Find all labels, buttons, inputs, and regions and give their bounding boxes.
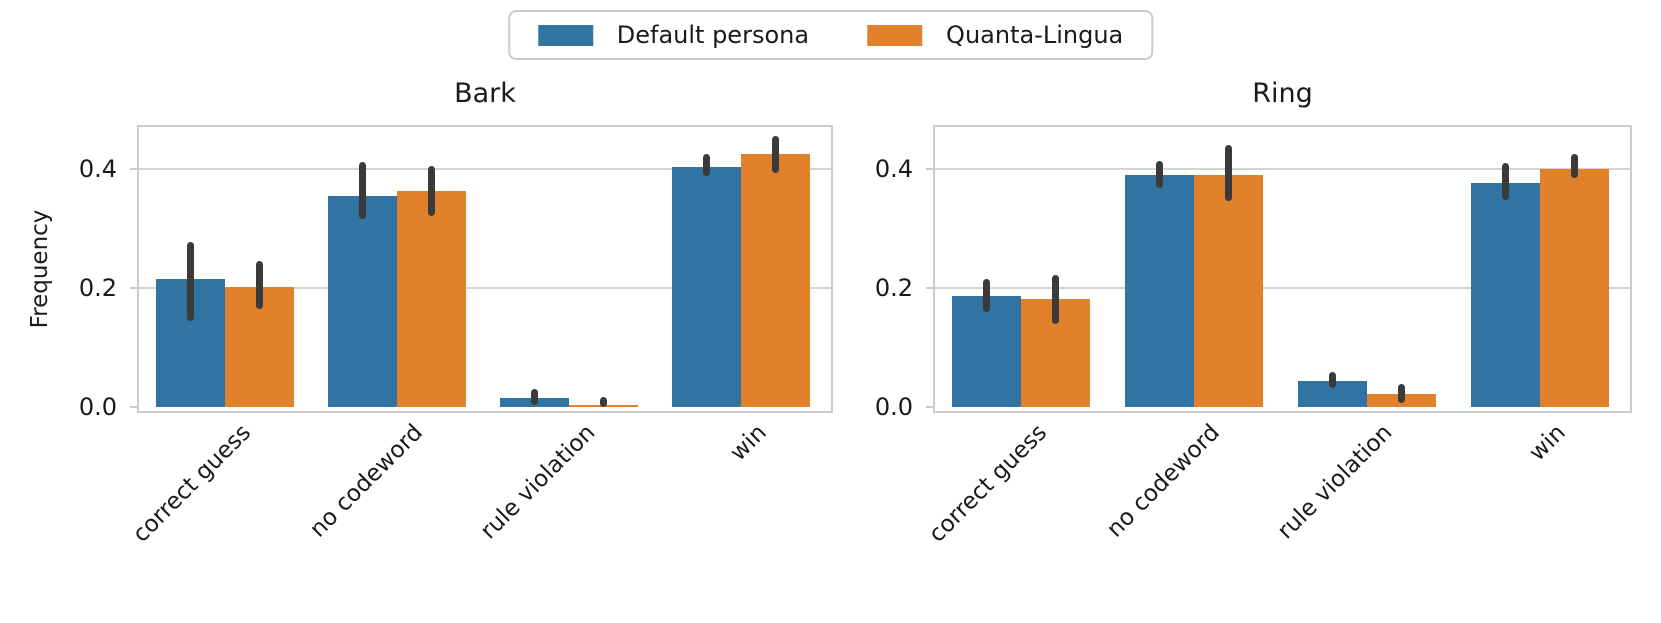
bar-default-persona-no-codeword (1125, 174, 1195, 407)
legend-label-default-persona: Default persona (616, 21, 810, 49)
error-bar (1328, 372, 1336, 388)
x-tick-label: win (725, 419, 772, 467)
x-tick-label: correct guess (127, 419, 256, 548)
x-tick-label: win (1524, 419, 1571, 467)
x-tick-label: no codeword (304, 419, 428, 543)
legend: Default persona Quanta-Lingua (507, 10, 1154, 60)
y-tick-label: 0.4 (78, 154, 117, 183)
legend-label-quanta-lingua: Quanta-Lingua (946, 21, 1124, 49)
error-bar (1052, 274, 1060, 324)
bar-quanta-lingua-win (1539, 168, 1609, 407)
bar-quanta-lingua-win (741, 154, 810, 407)
error-bar (983, 278, 991, 312)
bar-default-persona-correct-guess (952, 296, 1022, 407)
plot-area-ring: 0.0 0.2 0.4 correct guess no codeword rule vi… (875, 125, 1632, 548)
error-bar (1501, 162, 1509, 200)
bar-default-persona-win (672, 166, 741, 407)
y-axis-label: Frequency (27, 209, 53, 329)
legend-swatch-default-persona-icon (537, 24, 593, 46)
gridline (935, 167, 1630, 170)
y-tick-mark (130, 406, 137, 408)
plot-area-bark: 0.0 0.2 0.4 correct guess no codeword rule vi… (79, 125, 833, 548)
x-tick-label: rule violation (1273, 419, 1398, 545)
subplot-title-bark: Bark (454, 78, 516, 109)
y-tick-mark (926, 167, 933, 170)
bar-default-persona-win (1470, 183, 1540, 407)
y-tick-label: 0.0 (874, 393, 913, 421)
error-bar (255, 261, 263, 309)
error-bar (359, 161, 367, 220)
y-tick-mark (926, 406, 933, 408)
x-tick-label: no codeword (1102, 419, 1226, 543)
legend-item-quanta-lingua: Quanta-Lingua (867, 23, 1123, 47)
bar-default-persona-no-codeword (328, 195, 397, 407)
error-bar (1397, 384, 1405, 404)
y-tick-mark (130, 167, 137, 170)
x-tick-label: rule violation (475, 419, 600, 545)
error-bar (771, 135, 779, 174)
y-tick-label: 0.0 (78, 393, 117, 421)
gridline (139, 167, 831, 170)
bar-quanta-lingua-no-codeword (397, 190, 466, 407)
y-tick-label: 0.2 (78, 273, 117, 302)
error-bar (703, 154, 711, 176)
y-tick-mark (130, 286, 137, 289)
error-bar (1225, 144, 1233, 202)
x-tick-label: correct guess (924, 419, 1053, 548)
gridline (139, 286, 831, 289)
subplot-title-ring: Ring (1252, 78, 1313, 109)
y-tick-mark (926, 286, 933, 289)
error-bar (427, 165, 435, 217)
error-bar (531, 389, 539, 405)
legend-swatch-quanta-lingua-icon (867, 24, 923, 46)
bar-quanta-lingua-no-codeword (1194, 174, 1264, 407)
legend-item-default-persona: Default persona (537, 21, 810, 49)
error-bar (1570, 153, 1578, 179)
gridline (935, 286, 1630, 289)
error-bar (187, 241, 195, 321)
y-tick-label: 0.4 (874, 154, 913, 183)
y-tick-label: 0.2 (874, 273, 913, 302)
error-bar (1156, 160, 1164, 188)
error-bar (599, 397, 607, 407)
